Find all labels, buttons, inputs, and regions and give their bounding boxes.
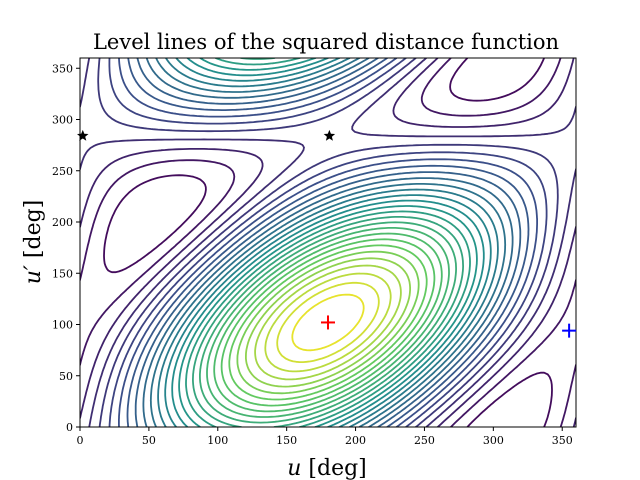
y-tick-label: 250: [52, 165, 73, 178]
contour-level: [228, 244, 428, 401]
contour-level: [206, 227, 450, 418]
x-tick-label: 50: [142, 434, 156, 447]
contour-level: [254, 264, 402, 381]
y-tick-label: 50: [59, 370, 73, 383]
y-axis: 0 50 100 150 200 250 300 350: [52, 62, 80, 434]
x-axis: 0 50 100 150 200 250 300 350: [77, 427, 573, 447]
y-tick-label: 0: [66, 421, 73, 434]
y-tick-label: 100: [52, 319, 73, 332]
contour-level: [103, 58, 553, 427]
contour-level: [245, 257, 411, 388]
contour-level: [192, 58, 464, 427]
contour-level: [199, 221, 457, 424]
contour-level: [164, 58, 492, 427]
contour-level: [149, 58, 507, 427]
y-tick-label: 150: [52, 267, 73, 280]
marker-layer: [77, 129, 577, 338]
contour-level: [236, 250, 420, 395]
plot-frame: [79, 57, 577, 428]
contour-level: [134, 58, 522, 427]
contour-level: [80, 58, 576, 427]
minimum-marker: [321, 315, 335, 330]
y-tick-label: 350: [52, 62, 73, 75]
contour-level: [157, 58, 499, 427]
y-tick-label: 200: [52, 216, 73, 229]
contour-level: [291, 293, 365, 352]
x-tick-label: 350: [552, 434, 573, 447]
contour-level: [178, 58, 478, 427]
y-axis-label: u′ [deg]: [21, 200, 46, 285]
contour-level: [108, 58, 548, 427]
contour-level: [142, 58, 514, 427]
contour-level: [171, 58, 485, 427]
saddle-2-marker: [323, 129, 336, 141]
x-tick-label: 150: [276, 434, 297, 447]
contour-level: [213, 232, 443, 413]
contour-lines: [80, 58, 576, 427]
contour-level: [118, 58, 538, 427]
x-tick-label: 200: [345, 434, 366, 447]
x-tick-label: 100: [207, 434, 228, 447]
secondary-marker: [562, 323, 577, 338]
x-tick-label: 250: [414, 434, 435, 447]
contour-level: [185, 58, 471, 427]
y-tick-label: 300: [52, 114, 73, 127]
chart-title: Level lines of the squared distance func…: [93, 30, 559, 54]
x-tick-label: 0: [77, 434, 84, 447]
x-tick-label: 300: [483, 434, 504, 447]
contour-level: [264, 272, 392, 373]
contour-level: [97, 58, 559, 427]
x-axis-label: u [deg]: [287, 456, 367, 480]
contour-level: [220, 238, 436, 407]
contour-level: [276, 281, 380, 363]
contour-level: [126, 58, 530, 427]
saddle-1-marker: [77, 129, 89, 141]
